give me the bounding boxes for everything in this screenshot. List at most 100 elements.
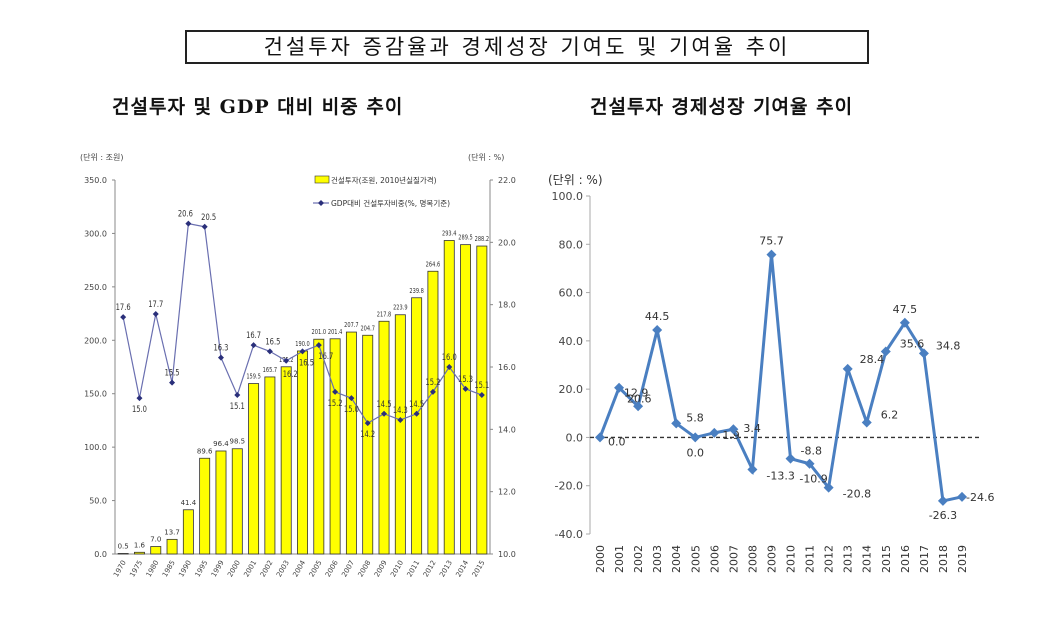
bar-2013 <box>443 240 455 555</box>
bar-label: 165.7 <box>263 366 278 374</box>
x-tick-label: 1985 <box>161 559 177 578</box>
main-title: 건설투자 증감율과 경제성장 기여도 및 기여율 추이 <box>185 30 869 64</box>
gdp-share-point-2014 <box>462 385 469 392</box>
bar-label: 293.4 <box>442 229 457 237</box>
gdp-share-point-2003 <box>283 357 290 364</box>
data-label: 3.4 <box>743 422 761 435</box>
x-tick-label: 2005 <box>689 545 702 573</box>
line-label: 15.2 <box>328 399 343 409</box>
contribution-point-2015 <box>880 346 891 357</box>
right-chart-title: 건설투자 경제성장 기여율 추이 <box>590 96 854 118</box>
left-tick-label: 0.0 <box>94 550 107 559</box>
x-tick-label: 2013 <box>842 545 855 573</box>
data-label: -20.8 <box>843 488 871 501</box>
right-tick-label: 22.0 <box>498 176 516 185</box>
x-tick-label: 1980 <box>145 559 161 578</box>
bar-label: 223.9 <box>393 304 408 312</box>
x-tick-label: 1995 <box>194 559 210 578</box>
data-label: 0.0 <box>608 435 626 448</box>
data-label: 6.2 <box>881 408 899 421</box>
x-tick-label: 2013 <box>438 559 454 578</box>
contribution-point-2010 <box>785 453 796 464</box>
gdp-share-point-1970 <box>120 314 127 321</box>
contribution-point-2013 <box>842 363 853 374</box>
gdp-share-point-2011 <box>413 410 420 417</box>
bar-2010 <box>394 314 406 555</box>
contribution-point-2009 <box>766 249 777 260</box>
y-tick-label: 20.0 <box>559 383 584 396</box>
x-tick-label: 2001 <box>242 559 258 578</box>
line-label: 15.1 <box>474 381 489 391</box>
bar-label: 288.2 <box>475 235 490 243</box>
x-tick-label: 2000 <box>226 559 242 578</box>
bar-2007 <box>345 331 357 555</box>
left-tick-label: 150.0 <box>84 390 107 399</box>
y-tick-label: 80.0 <box>559 238 584 251</box>
x-tick-label: 2008 <box>746 545 759 573</box>
bar-2008 <box>362 334 374 555</box>
legend-swatch-bar <box>314 175 330 184</box>
bar-label: 217.8 <box>377 310 392 318</box>
contribution-point-2002 <box>633 401 644 412</box>
right-tick-label: 14.0 <box>498 425 516 434</box>
x-tick-label: 2009 <box>373 559 389 578</box>
data-label: 34.8 <box>936 339 961 352</box>
left-tick-label: 350.0 <box>84 176 107 185</box>
legend-label-line: GDP대비 건설투자비중(%, 명목기준) <box>331 198 450 208</box>
gdp-share-point-2015 <box>478 392 485 399</box>
line-label: 15.2 <box>425 378 440 388</box>
x-tick-label: 2006 <box>708 545 721 573</box>
line-label: 16.7 <box>318 352 333 362</box>
bar-1990 <box>182 509 194 555</box>
data-label: -13.3 <box>766 470 794 483</box>
line-label: 15.5 <box>165 369 180 379</box>
x-tick-label: 2012 <box>422 559 438 578</box>
data-label: 44.5 <box>645 310 670 323</box>
left-tick-label: 200.0 <box>84 336 107 345</box>
data-label: 47.5 <box>893 303 918 316</box>
y-tick-label: 60.0 <box>559 287 584 300</box>
gdp-share-point-1975 <box>136 395 143 402</box>
y-tick-label: -40.0 <box>555 528 583 541</box>
x-tick-label: 2007 <box>727 545 740 573</box>
x-tick-label: 2011 <box>406 559 422 578</box>
gdp-share-point-2013 <box>446 364 453 370</box>
contribution-point-2001 <box>614 382 625 393</box>
line-label: 20.5 <box>201 213 216 223</box>
bar-1985 <box>166 538 178 555</box>
left-tick-label: 50.0 <box>89 497 107 506</box>
x-tick-label: 2002 <box>632 545 645 573</box>
gdp-share-point-2009 <box>381 410 388 417</box>
contribution-point-2007 <box>728 424 739 435</box>
x-tick-label: 2009 <box>765 545 778 573</box>
left-tick-label: 100.0 <box>84 443 107 452</box>
gdp-share-point-2010 <box>397 416 404 423</box>
x-tick-label: 2018 <box>937 545 950 573</box>
bar-label: 264.6 <box>426 260 441 268</box>
x-tick-label: 2008 <box>357 559 373 578</box>
x-tick-label: 2014 <box>454 559 470 579</box>
bar-2002 <box>264 376 276 555</box>
right-tick-label: 20.0 <box>498 238 516 247</box>
x-tick-label: 2014 <box>861 545 874 573</box>
bar-label: 41.4 <box>181 499 197 507</box>
right-tick-label: 12.0 <box>498 488 516 497</box>
left-tick-label: 250.0 <box>84 283 107 292</box>
data-label: 5.8 <box>686 411 704 424</box>
contribution-point-2016 <box>899 317 910 328</box>
gdp-share-point-2004 <box>299 348 306 355</box>
contribution-point-2004 <box>671 418 682 429</box>
bar-label: 1.6 <box>134 541 146 549</box>
bar-label: 7.0 <box>150 536 161 544</box>
x-tick-label: 1970 <box>112 559 128 578</box>
bar-label: 0.5 <box>118 542 129 550</box>
bar-2000 <box>231 448 243 555</box>
bar-2014 <box>460 244 471 555</box>
x-tick-label: 2003 <box>651 545 664 573</box>
data-label: 20.6 <box>627 393 652 406</box>
bar-label: 190.0 <box>295 340 310 348</box>
gdp-share-point-2002 <box>266 348 273 355</box>
bar-label: 89.6 <box>197 447 213 455</box>
contribution-point-2014 <box>861 417 872 428</box>
